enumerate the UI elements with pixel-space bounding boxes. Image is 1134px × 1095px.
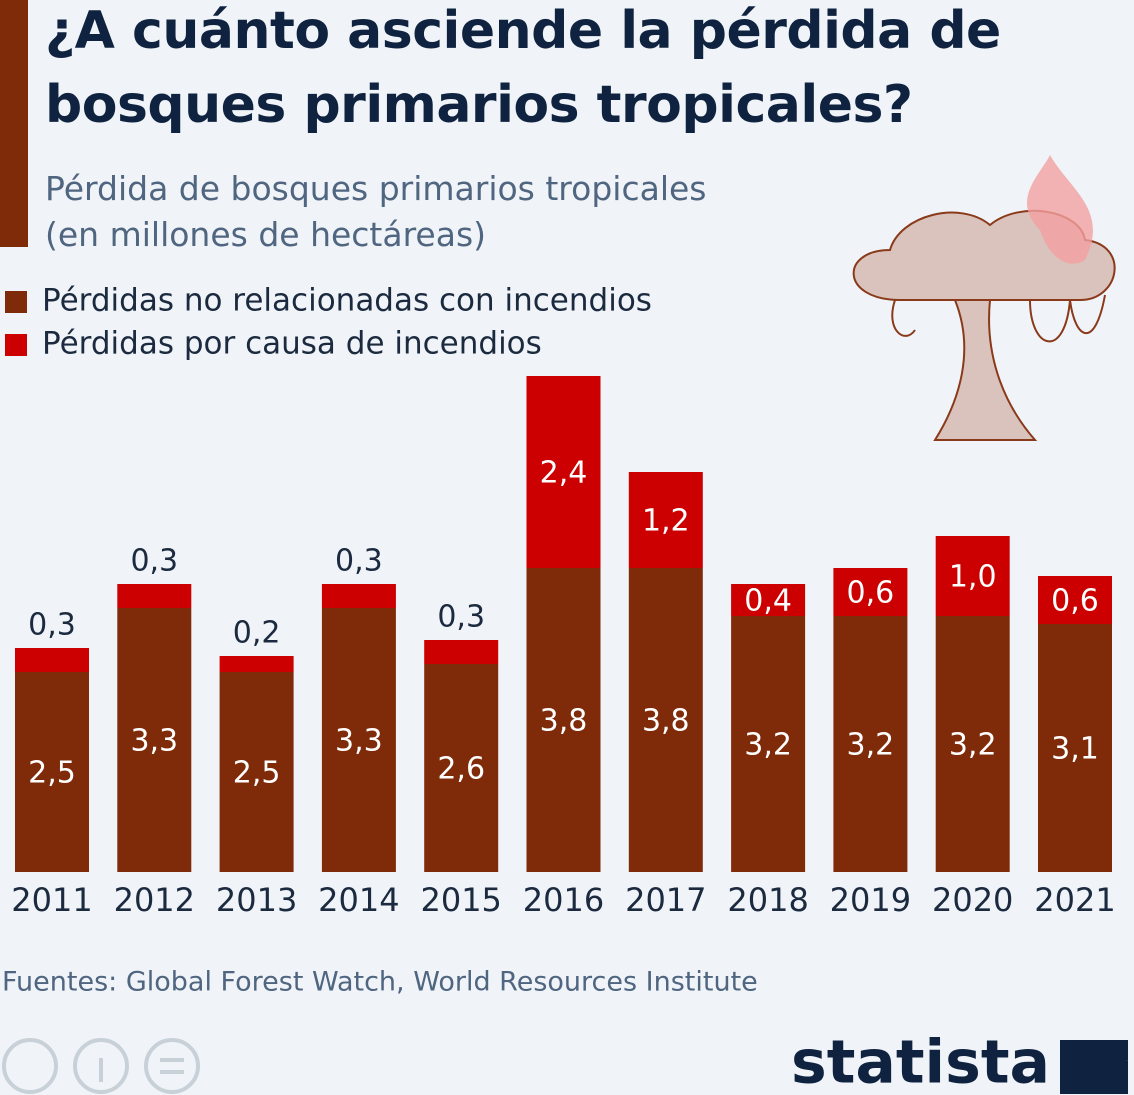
- bar-segment: [117, 608, 192, 872]
- data-label: 1,2: [642, 504, 690, 539]
- bar-segment: [731, 616, 806, 872]
- brand-mark: [1060, 1040, 1128, 1094]
- data-label: 3,8: [540, 704, 588, 739]
- x-tick-label: 2017: [625, 881, 706, 919]
- x-tick-label: 2018: [727, 881, 808, 919]
- data-label: 3,8: [642, 704, 690, 739]
- data-label: 2,6: [437, 752, 485, 787]
- x-tick-label: 2013: [216, 881, 297, 919]
- data-label: 3,2: [949, 728, 997, 763]
- bar-segment: [833, 568, 908, 616]
- bar-segment: [731, 584, 806, 616]
- data-label: 3,3: [130, 724, 178, 759]
- accent-bar: [0, 0, 28, 247]
- data-label: 2,5: [28, 756, 76, 791]
- data-label: 3,2: [744, 728, 792, 763]
- data-label: 0,3: [437, 600, 485, 635]
- data-label: 0,3: [335, 544, 383, 579]
- data-label: 0,4: [744, 584, 792, 619]
- x-tick-label: 2021: [1034, 881, 1115, 919]
- legend-label: Pérdidas no relacionadas con incendios: [42, 283, 652, 319]
- data-label: 0,6: [847, 576, 895, 611]
- x-tick-label: 2015: [420, 881, 501, 919]
- bar-segment: [1038, 624, 1112, 872]
- x-tick-label: 2011: [11, 881, 92, 919]
- chart-title: ¿A cuánto asciende la pérdida de bosques…: [45, 1, 1001, 135]
- data-label: 0,3: [28, 608, 76, 643]
- bar-segment: [117, 584, 192, 608]
- data-label: 2,5: [233, 756, 281, 791]
- bar-segment: [526, 376, 601, 568]
- legend-swatch: [5, 334, 27, 356]
- bar-segment: [321, 608, 396, 872]
- bar-segment: [1038, 576, 1112, 624]
- x-tick-label: 2016: [523, 881, 604, 919]
- x-tick-label: 2012: [114, 881, 195, 919]
- bar-segment: [628, 472, 703, 568]
- bar-segment: [219, 656, 294, 672]
- bar-segment: [935, 616, 1010, 872]
- data-label: 0,2: [233, 616, 281, 651]
- bar-segment: [15, 672, 89, 872]
- license-icons: [2, 1038, 200, 1094]
- data-label: 3,1: [1051, 732, 1099, 767]
- chart-subtitle: Pérdida de bosques primarios tropicales …: [45, 169, 707, 254]
- bar-segment: [628, 568, 703, 872]
- x-tick-label: 2014: [318, 881, 399, 919]
- tree-illustration: [852, 155, 1116, 441]
- bar-segment: [526, 568, 601, 872]
- bar-segment: [15, 648, 89, 672]
- bar-segment: [833, 616, 908, 872]
- source: Fuentes: Global Forest Watch, World Reso…: [2, 967, 758, 998]
- bar-segment: [935, 536, 1010, 616]
- legend-swatch: [5, 291, 27, 313]
- data-label: 3,2: [847, 728, 895, 763]
- data-label: 2,4: [540, 456, 588, 491]
- legend-label: Pérdidas por causa de incendios: [42, 326, 542, 362]
- x-tick-label: 2019: [830, 881, 911, 919]
- bar-segment: [219, 672, 294, 872]
- x-tick-label: 2020: [932, 881, 1013, 919]
- bar-segment: [424, 664, 499, 872]
- data-label: 1,0: [949, 560, 997, 595]
- data-label: 0,3: [130, 544, 178, 579]
- data-label: 0,6: [1051, 584, 1099, 619]
- bar-segment: [424, 640, 499, 664]
- data-label: 3,3: [335, 724, 383, 759]
- bar-segment: [321, 584, 396, 608]
- brand-logo: statista: [791, 1028, 1050, 1095]
